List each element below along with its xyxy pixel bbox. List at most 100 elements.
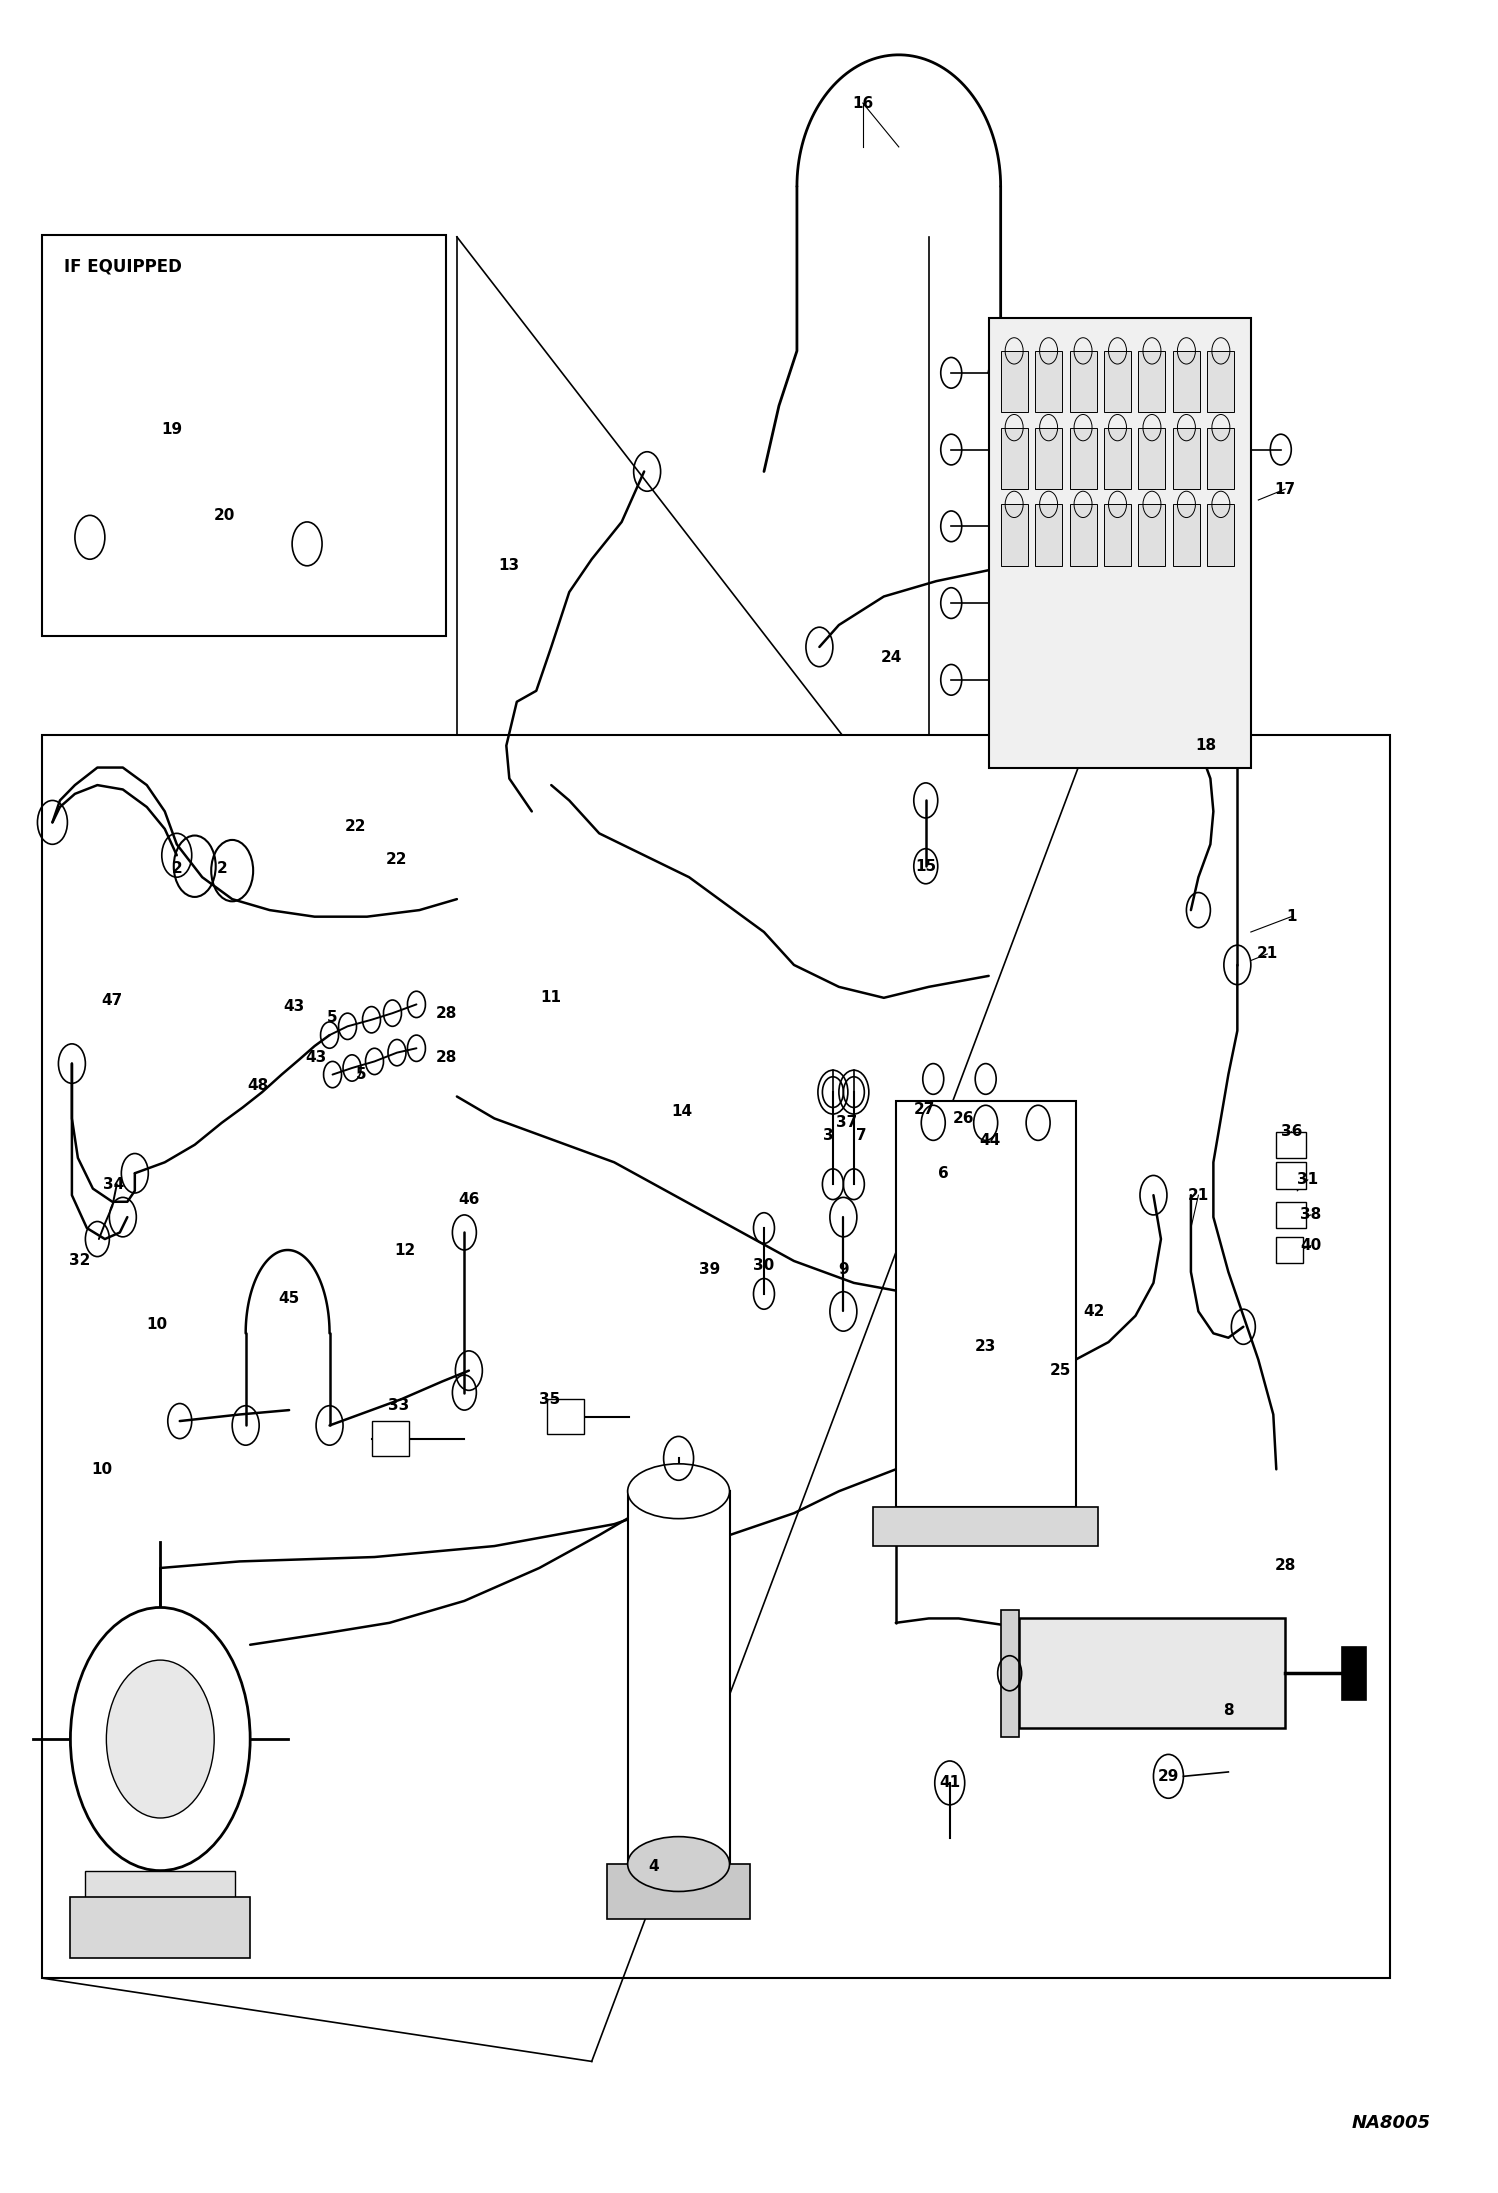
- Bar: [1173, 428, 1200, 489]
- Text: 43: 43: [283, 1000, 304, 1013]
- Text: 22: 22: [345, 820, 366, 833]
- Bar: [1276, 1132, 1306, 1158]
- Bar: [1173, 504, 1200, 566]
- Bar: [1207, 504, 1234, 566]
- Bar: [1070, 504, 1097, 566]
- Bar: [1104, 428, 1131, 489]
- Text: 14: 14: [671, 1105, 692, 1118]
- Bar: [1070, 351, 1097, 412]
- Ellipse shape: [628, 1836, 730, 1890]
- Bar: [547, 1399, 584, 1434]
- Bar: [896, 1101, 1076, 1507]
- Text: 39: 39: [700, 1263, 721, 1276]
- Bar: [628, 1491, 730, 1864]
- Bar: [1207, 428, 1234, 489]
- Text: 42: 42: [1083, 1305, 1104, 1318]
- Text: 4: 4: [647, 1860, 659, 1873]
- Text: 5: 5: [327, 1011, 339, 1024]
- Text: 3: 3: [822, 1129, 834, 1143]
- Text: 1: 1: [1285, 910, 1297, 923]
- Text: NA8005: NA8005: [1351, 2114, 1431, 2132]
- Text: 31: 31: [1297, 1173, 1318, 1186]
- Text: 11: 11: [541, 991, 562, 1004]
- Text: 21: 21: [1188, 1189, 1209, 1202]
- Text: 44: 44: [980, 1134, 1001, 1147]
- Text: IF EQUIPPED: IF EQUIPPED: [64, 259, 183, 276]
- Circle shape: [70, 1607, 250, 1871]
- Bar: [1001, 504, 1028, 566]
- Text: 13: 13: [499, 559, 520, 572]
- Bar: [1342, 1647, 1366, 1700]
- Text: 37: 37: [836, 1116, 857, 1129]
- Text: 38: 38: [1300, 1208, 1321, 1222]
- Text: 40: 40: [1300, 1239, 1321, 1252]
- Text: 16: 16: [852, 96, 873, 110]
- Text: 47: 47: [102, 993, 123, 1007]
- Text: 15: 15: [915, 860, 936, 873]
- Bar: [1070, 428, 1097, 489]
- Text: 43: 43: [306, 1050, 327, 1064]
- Text: 30: 30: [753, 1259, 774, 1272]
- Bar: [1276, 1237, 1303, 1263]
- Text: 23: 23: [975, 1340, 996, 1353]
- Text: 12: 12: [394, 1243, 415, 1257]
- Bar: [1276, 1162, 1306, 1189]
- Text: 7: 7: [855, 1129, 867, 1143]
- Bar: [85, 1871, 235, 1914]
- Text: 10: 10: [91, 1463, 112, 1476]
- Bar: [873, 1507, 1098, 1546]
- Bar: [372, 1421, 409, 1456]
- Text: 8: 8: [1222, 1704, 1234, 1717]
- Bar: [989, 318, 1251, 768]
- Text: 25: 25: [1050, 1364, 1071, 1377]
- Bar: [1035, 428, 1062, 489]
- Text: 6: 6: [938, 1167, 950, 1180]
- Bar: [1104, 504, 1131, 566]
- Text: 9: 9: [837, 1263, 849, 1276]
- Ellipse shape: [628, 1465, 730, 1520]
- Bar: [1173, 351, 1200, 412]
- Bar: [1276, 1202, 1306, 1228]
- Bar: [1138, 428, 1165, 489]
- Text: 41: 41: [939, 1776, 960, 1789]
- Text: 48: 48: [247, 1079, 268, 1092]
- Text: 20: 20: [214, 509, 235, 522]
- Text: 29: 29: [1158, 1770, 1179, 1783]
- Text: 10: 10: [147, 1318, 168, 1331]
- Bar: [1001, 351, 1028, 412]
- Text: 2: 2: [216, 862, 228, 875]
- Text: 5: 5: [355, 1068, 367, 1081]
- Text: 28: 28: [436, 1007, 457, 1020]
- Text: 32: 32: [69, 1254, 90, 1268]
- Text: 26: 26: [953, 1112, 974, 1125]
- Bar: [1001, 428, 1028, 489]
- Bar: [42, 735, 1390, 1978]
- Text: 36: 36: [1281, 1125, 1302, 1138]
- Circle shape: [106, 1660, 214, 1818]
- Text: 17: 17: [1275, 482, 1296, 496]
- Bar: [607, 1864, 750, 1919]
- Text: 27: 27: [914, 1103, 935, 1116]
- Text: 33: 33: [388, 1399, 409, 1412]
- Text: 2: 2: [171, 862, 183, 875]
- Bar: [1001, 1610, 1019, 1737]
- Bar: [1104, 351, 1131, 412]
- Bar: [1019, 1618, 1285, 1728]
- Bar: [1035, 504, 1062, 566]
- Text: 21: 21: [1257, 947, 1278, 961]
- Text: 46: 46: [458, 1193, 479, 1206]
- Text: 28: 28: [436, 1050, 457, 1064]
- Text: 24: 24: [881, 651, 902, 664]
- Text: 19: 19: [162, 423, 183, 436]
- Bar: [42, 235, 446, 636]
- Text: 28: 28: [1275, 1559, 1296, 1572]
- Text: 22: 22: [386, 853, 407, 866]
- Text: 35: 35: [539, 1393, 560, 1406]
- Bar: [1035, 351, 1062, 412]
- Bar: [1138, 504, 1165, 566]
- Text: 45: 45: [279, 1292, 300, 1305]
- Text: 18: 18: [1195, 739, 1216, 752]
- Bar: [1138, 351, 1165, 412]
- Text: 34: 34: [103, 1178, 124, 1191]
- Bar: [70, 1897, 250, 1958]
